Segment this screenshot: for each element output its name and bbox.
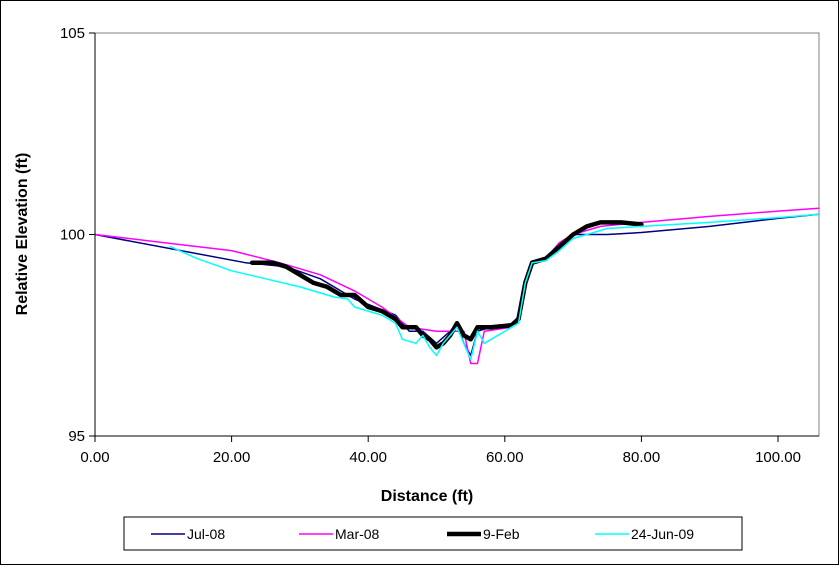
y-tick-label: 100 [60,227,85,244]
legend: Jul-08 Mar-08 9-Feb 24-Jun-09 [123,516,743,551]
y-axis-title: Relative Elevation (ft) [14,153,31,316]
series-lines [94,207,820,365]
legend-label: Jul-08 [187,526,225,542]
y-tick-label: 95 [68,428,85,445]
x-tick-label: 100.00 [755,449,801,466]
legend-label: 24-Jun-09 [631,526,694,542]
legend-label: Mar-08 [335,526,380,542]
legend-label: 9-Feb [483,526,520,542]
x-tick-label: 20.00 [213,449,251,466]
x-axis-title: Distance (ft) [381,488,473,505]
x-tick-label: 40.00 [349,449,387,466]
x-tick-label: 0.00 [80,449,109,466]
x-tick-label: 60.00 [486,449,524,466]
series-line-24-jun-09 [169,213,820,361]
y-tick-label: 105 [60,25,85,42]
y-axis-ticks: 95 100 105 [60,25,95,445]
plot-area [94,32,820,437]
series-line-mar-08 [94,207,820,365]
legend-box [123,516,743,551]
x-tick-label: 80.00 [623,449,661,466]
x-axis-ticks: 0.00 20.00 40.00 60.00 80.00 100.00 [80,436,801,466]
